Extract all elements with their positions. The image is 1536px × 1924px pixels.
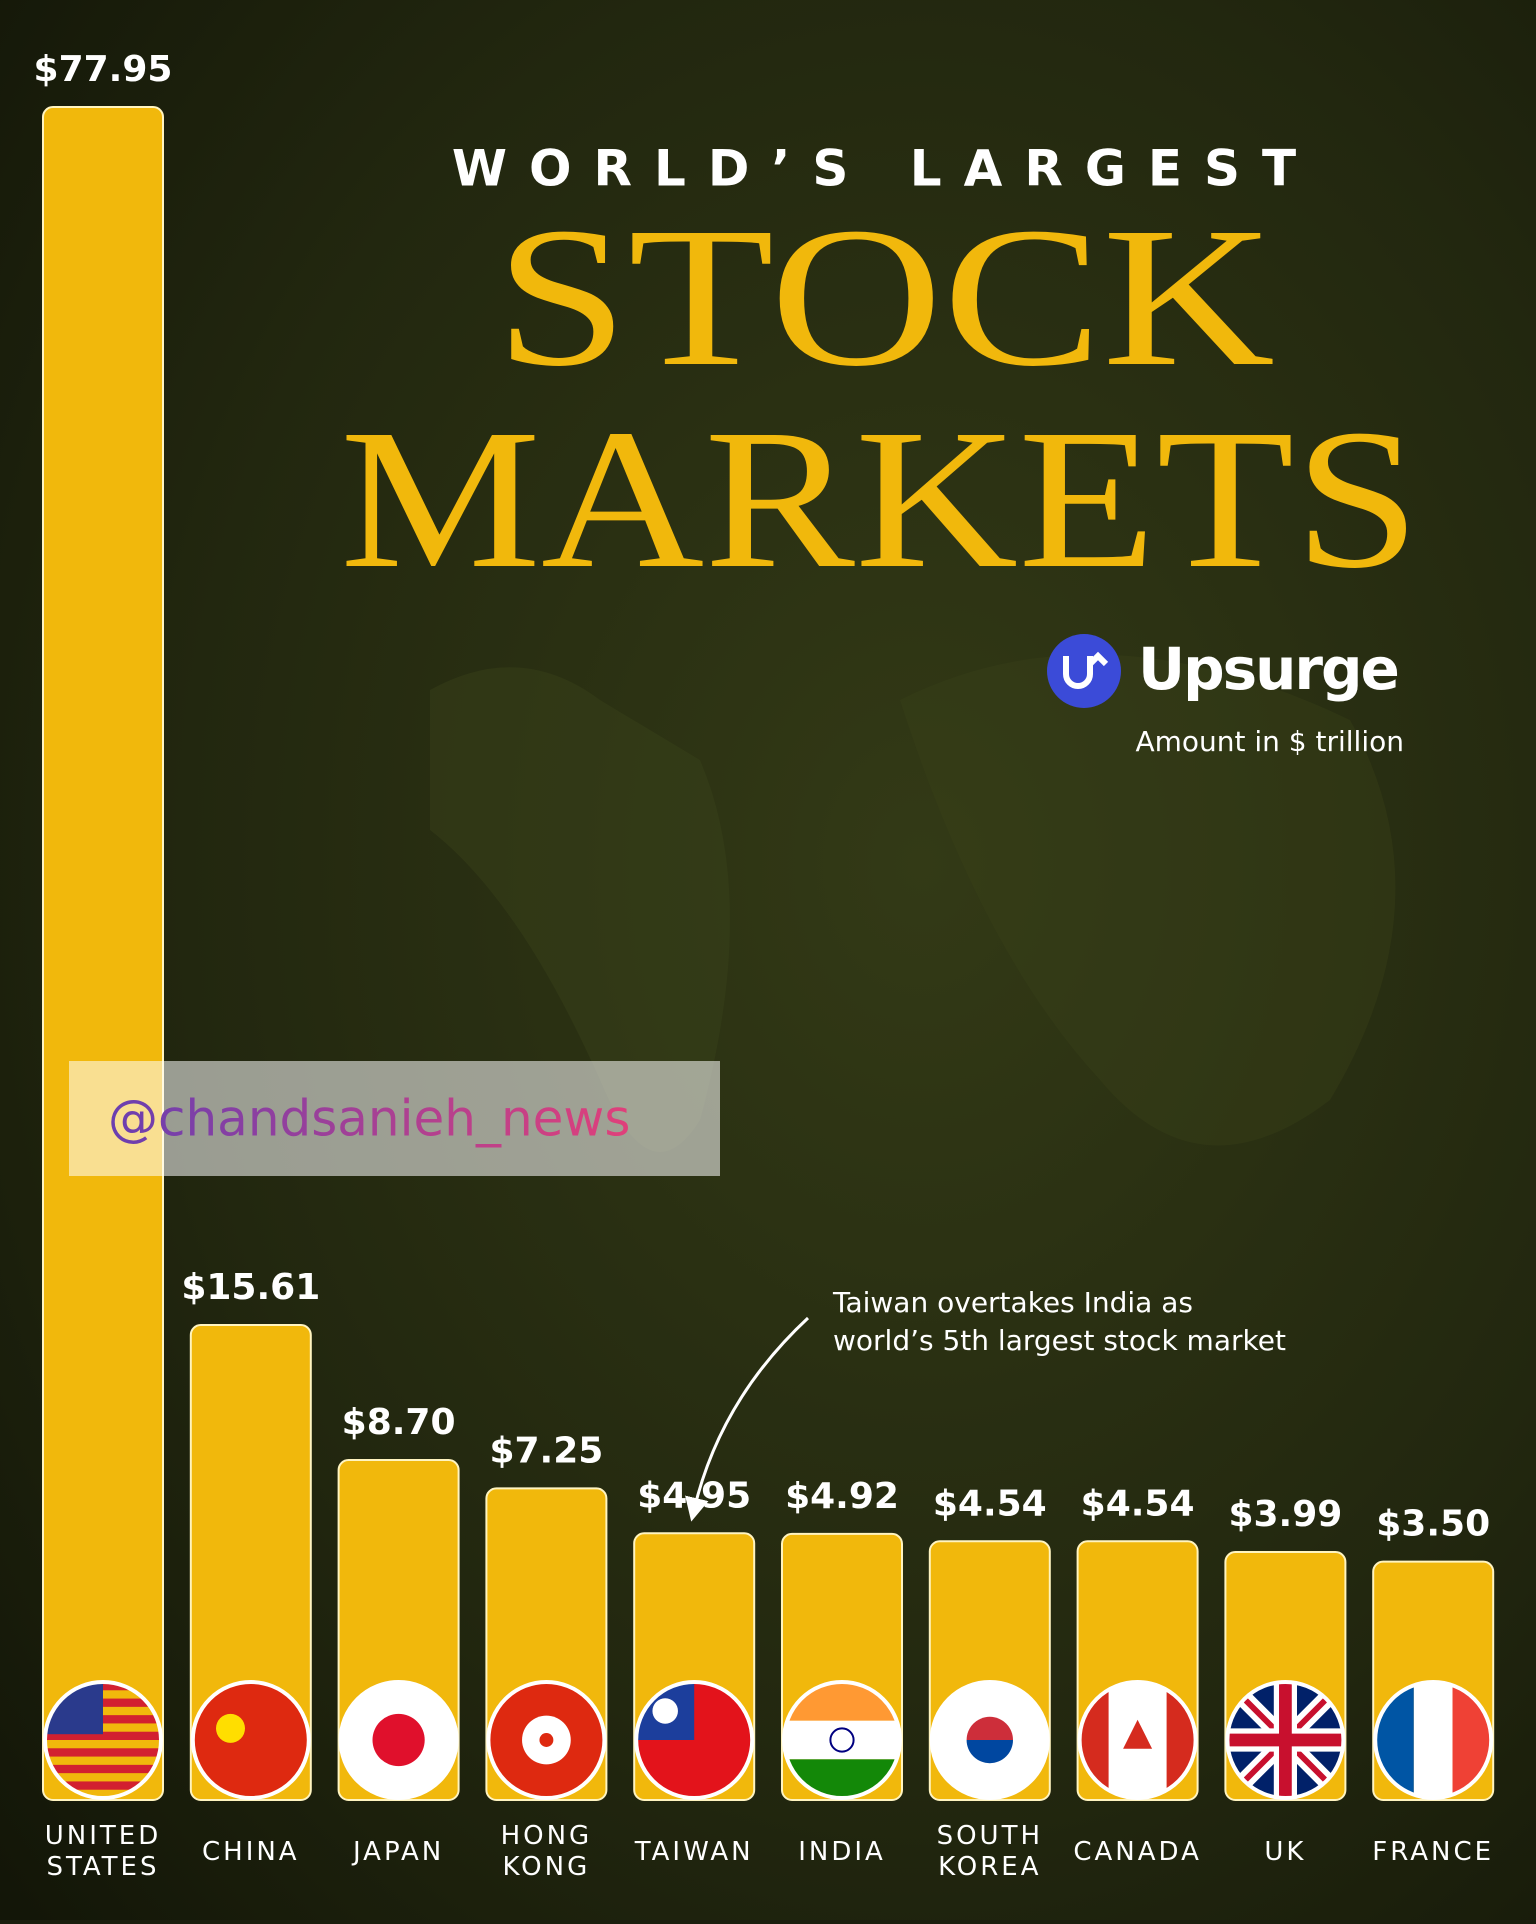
flag-part <box>1123 1719 1153 1749</box>
value-label: $4.92 <box>785 1476 899 1517</box>
x-tick-label: TAIWAN <box>634 1837 754 1867</box>
value-label: $4.95 <box>637 1475 751 1516</box>
value-label: $4.54 <box>933 1483 1047 1524</box>
bars: $77.95 UNITED STATES $15.61 CHINA $8.70 JAPAN $… <box>34 49 1495 1882</box>
annotation: Taiwan overtakes India as <box>832 1286 1193 1319</box>
value-label: $8.70 <box>342 1402 456 1443</box>
x-tick-label: HONG KONG <box>501 1821 593 1882</box>
flag-part <box>784 1720 900 1760</box>
map-shape <box>430 667 730 1152</box>
flag-rim <box>190 1680 311 1800</box>
flag <box>1227 1682 1344 1798</box>
x-tick-label: CHINA <box>202 1837 300 1867</box>
flag-rim <box>929 1680 1050 1800</box>
flag-part <box>45 1731 161 1740</box>
value-label: $7.25 <box>489 1430 603 1471</box>
flag-part <box>45 1764 161 1774</box>
annotation: world’s 5th largest stock market <box>833 1324 1286 1357</box>
bar <box>42 106 164 1801</box>
x-tick-label: JAPAN <box>351 1837 444 1867</box>
flag-part <box>372 1713 425 1767</box>
flag-rim <box>43 1680 163 1800</box>
chart-title: STOCK MARKETS <box>340 187 1420 610</box>
bar <box>189 1324 312 1802</box>
flag-part <box>966 1740 1013 1764</box>
x-tick-label: SOUTH KOREA <box>937 1821 1043 1882</box>
x-tick-label: UK <box>1264 1837 1306 1867</box>
brand: Upsurge <box>1138 635 1398 703</box>
flag-part <box>539 1733 554 1747</box>
value-label: $3.99 <box>1228 1494 1342 1535</box>
map-shape <box>900 654 1396 1146</box>
value-label: $4.54 <box>1081 1483 1195 1524</box>
flag-part <box>966 1716 1013 1740</box>
flag-part <box>192 1682 309 1798</box>
flag-rim <box>486 1680 607 1800</box>
title-group: STOCK MARKETS <box>340 187 1420 610</box>
annotation-arrow <box>685 1316 810 1522</box>
x-tick-label: FRANCE <box>1372 1837 1494 1867</box>
flag <box>488 1682 605 1798</box>
flag-rim <box>634 1680 755 1800</box>
flag-rim <box>782 1680 902 1800</box>
x-tick-label: UNITED STATES <box>45 1821 161 1882</box>
flag <box>931 1682 1048 1798</box>
flag-rim <box>1373 1680 1494 1800</box>
flag-rim <box>338 1680 459 1800</box>
flag <box>192 1682 309 1798</box>
value-label: $3.50 <box>1376 1504 1490 1545</box>
flag-part <box>45 1781 161 1790</box>
value-label: $15.61 <box>181 1267 320 1308</box>
flag-part <box>1227 1682 1344 1798</box>
flag-part <box>216 1713 245 1743</box>
watermark: @chandsanieh_news <box>108 1090 630 1148</box>
flag-rim <box>1225 1680 1346 1800</box>
flag <box>340 1682 457 1798</box>
watermark-box <box>69 1061 720 1176</box>
units-note: Amount in $ trillion <box>1135 725 1404 758</box>
x-tick-label: INDIA <box>798 1837 886 1867</box>
flag-part <box>45 1748 161 1757</box>
value-label: $77.95 <box>34 49 173 90</box>
subtitle: WORLD’S LARGEST <box>452 140 1318 198</box>
flag-part <box>829 1727 855 1753</box>
brand-logo <box>1047 634 1121 708</box>
flag-part <box>652 1698 678 1724</box>
x-tick-label: CANADA <box>1073 1837 1202 1867</box>
flag-part <box>1413 1682 1453 1798</box>
flag-rim <box>1077 1680 1198 1800</box>
brand-logo-glyph <box>1063 651 1109 689</box>
